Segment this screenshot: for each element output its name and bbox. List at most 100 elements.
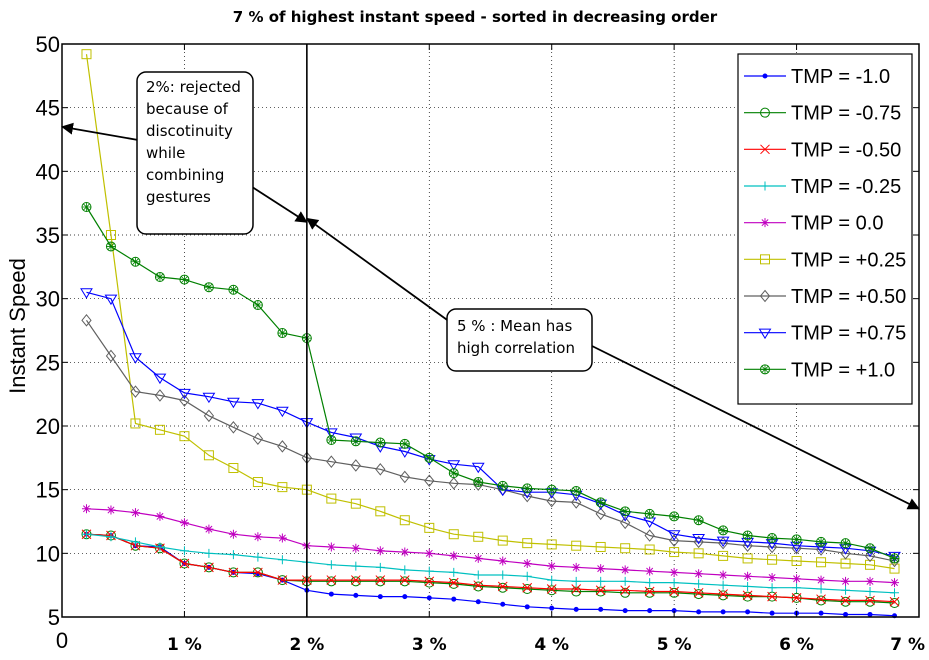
data-point bbox=[448, 529, 459, 540]
data-point bbox=[179, 558, 190, 569]
y-tick-label: 50 bbox=[36, 32, 60, 57]
data-point bbox=[424, 577, 435, 588]
data-point bbox=[668, 534, 680, 547]
data-point bbox=[179, 431, 190, 442]
data-point bbox=[449, 468, 459, 478]
data-point bbox=[202, 392, 216, 404]
data-point bbox=[669, 511, 679, 521]
data-point bbox=[497, 582, 508, 593]
data-point bbox=[647, 608, 653, 614]
data-point bbox=[596, 497, 606, 507]
series-line bbox=[85, 206, 895, 559]
data-point bbox=[598, 606, 604, 612]
data-point bbox=[473, 570, 483, 580]
data-point bbox=[204, 562, 214, 573]
series-line bbox=[86, 291, 895, 557]
data-point bbox=[791, 555, 802, 566]
data-point bbox=[130, 418, 141, 429]
data-point bbox=[816, 595, 827, 606]
data-point bbox=[153, 373, 167, 385]
data-point bbox=[571, 540, 582, 551]
data-point bbox=[130, 537, 140, 547]
data-point bbox=[718, 550, 729, 561]
data-point bbox=[667, 530, 681, 541]
data-point bbox=[451, 596, 457, 602]
annotations: 2%: rejected because of discotinuity while c… bbox=[61, 44, 920, 617]
data-point bbox=[522, 538, 533, 549]
data-point bbox=[377, 594, 383, 600]
data-point bbox=[522, 483, 532, 493]
legend-marker bbox=[760, 218, 770, 228]
data-point bbox=[620, 585, 631, 596]
data-point bbox=[549, 605, 555, 611]
data-point bbox=[522, 571, 532, 581]
data-point bbox=[669, 578, 679, 588]
data-point bbox=[228, 285, 238, 295]
data-point bbox=[841, 538, 851, 548]
data-point bbox=[475, 599, 481, 605]
data-point bbox=[155, 542, 165, 552]
data-point bbox=[767, 573, 777, 583]
data-point bbox=[669, 587, 680, 598]
data-point bbox=[620, 516, 631, 530]
data-point bbox=[643, 517, 657, 528]
x-tick-label: 5 % bbox=[657, 635, 692, 655]
series-3 bbox=[81, 529, 900, 598]
data-point bbox=[399, 470, 410, 484]
legend-entry: TMP = +0.75 bbox=[744, 323, 906, 345]
data-point bbox=[375, 575, 386, 585]
data-point bbox=[889, 554, 900, 568]
x-tick-label: 0 bbox=[56, 628, 68, 653]
data-point bbox=[889, 596, 900, 607]
data-point bbox=[400, 439, 410, 449]
data-point bbox=[399, 576, 410, 587]
data-point bbox=[155, 272, 165, 282]
data-point bbox=[400, 565, 410, 575]
data-point bbox=[253, 532, 263, 542]
data-point bbox=[424, 453, 434, 463]
x-tick-label: 4 % bbox=[534, 635, 569, 655]
data-point bbox=[498, 570, 508, 580]
data-point bbox=[644, 529, 655, 542]
legend-label: TMP = 0.0 bbox=[791, 213, 883, 235]
data-point bbox=[497, 581, 508, 592]
data-point bbox=[694, 515, 704, 525]
data-point bbox=[155, 511, 165, 521]
data-point bbox=[473, 581, 484, 592]
data-point bbox=[106, 505, 116, 515]
legend-marker bbox=[759, 289, 771, 303]
data-point bbox=[571, 496, 582, 509]
data-point bbox=[622, 608, 628, 614]
data-point bbox=[816, 594, 826, 605]
data-point bbox=[277, 482, 288, 493]
legend-marker bbox=[760, 144, 770, 155]
data-point bbox=[130, 257, 140, 267]
data-point bbox=[375, 546, 385, 556]
data-point bbox=[718, 590, 729, 601]
annotation-arrow bbox=[61, 122, 139, 141]
data-point bbox=[889, 597, 900, 608]
series-4 bbox=[81, 504, 900, 588]
data-point bbox=[277, 575, 288, 585]
annotation-box bbox=[446, 308, 593, 372]
data-point bbox=[154, 424, 165, 435]
data-point bbox=[106, 241, 116, 251]
data-point bbox=[792, 574, 802, 584]
data-point bbox=[865, 543, 875, 553]
data-point bbox=[718, 570, 728, 580]
data-point bbox=[742, 590, 753, 601]
annotation-text: discotinuity bbox=[146, 122, 233, 140]
data-point bbox=[718, 580, 728, 590]
legend-label: TMP = -0.50 bbox=[791, 139, 901, 161]
data-point bbox=[693, 589, 704, 600]
data-point bbox=[816, 584, 826, 594]
data-point bbox=[890, 553, 900, 563]
data-point bbox=[351, 543, 361, 553]
legend-label: TMP = +0.25 bbox=[791, 249, 906, 271]
legend-entry: TMP = +1.0 bbox=[744, 359, 895, 381]
y-tick-label: 30 bbox=[36, 287, 60, 312]
data-point bbox=[326, 542, 336, 552]
data-point bbox=[447, 460, 461, 471]
data-point bbox=[252, 477, 263, 488]
data-point bbox=[742, 553, 753, 564]
